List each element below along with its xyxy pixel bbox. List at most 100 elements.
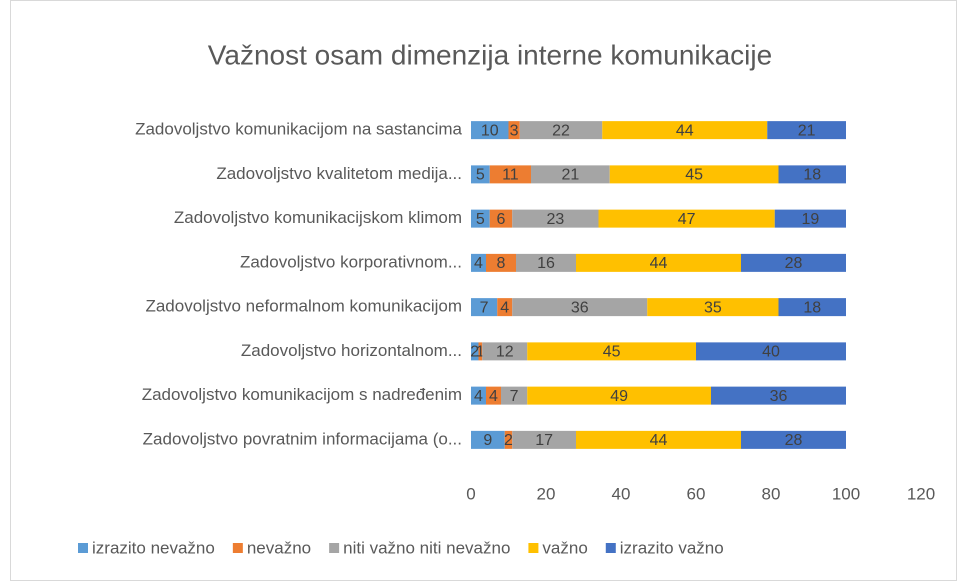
data-label: 4 (500, 299, 509, 316)
data-label: 28 (785, 432, 803, 449)
data-label: 8 (497, 255, 506, 272)
legend-label: nevažno (247, 538, 311, 557)
bar-segment (767, 121, 846, 140)
bar-segment (774, 209, 846, 228)
bar-segment (527, 386, 711, 405)
bar-segment (602, 121, 768, 140)
x-tick-label: 100 (832, 484, 860, 503)
bar-segment (696, 342, 846, 361)
x-tick-label: 40 (612, 484, 631, 503)
data-label: 36 (571, 299, 589, 316)
data-label: 1 (476, 344, 485, 361)
data-label: 40 (762, 344, 780, 361)
bar-segment (489, 209, 513, 228)
data-label: 9 (483, 432, 492, 449)
bar-segment (508, 121, 520, 140)
x-tick-label: 80 (762, 484, 781, 503)
data-label: 10 (481, 122, 499, 139)
bar-segment (478, 342, 483, 361)
x-tick-label: 20 (537, 484, 556, 503)
legend-marker (528, 543, 539, 553)
bar-segment (531, 165, 610, 184)
data-label: 19 (801, 211, 819, 228)
bar-segment (501, 386, 528, 405)
bar-segment (741, 253, 846, 272)
data-label: 7 (480, 299, 489, 316)
y-tick-label: Zadovoljstvo komunikacijskom klimom (174, 208, 462, 227)
y-tick-label: Zadovoljstvo korporativnom... (240, 252, 462, 271)
x-tick-label: 60 (687, 484, 706, 503)
bar-segment (486, 253, 516, 272)
legend-label: izrazito važno (620, 538, 724, 557)
legend-marker (78, 543, 88, 553)
legend-marker (329, 543, 340, 553)
data-label: 6 (497, 211, 506, 228)
data-label: 44 (650, 432, 668, 449)
data-label: 11 (502, 167, 519, 184)
data-label: 4 (474, 255, 483, 272)
bar-segment (471, 430, 505, 449)
data-label: 44 (650, 255, 668, 272)
bar-segment (486, 386, 501, 405)
chart-frame (10, 0, 957, 581)
bar-segment (519, 121, 603, 140)
bar-segment (512, 298, 648, 317)
bar-segment (516, 253, 576, 272)
bar-segment (647, 298, 779, 317)
data-label: 45 (685, 167, 703, 184)
x-tick-label: 120 (907, 484, 935, 503)
bar-segment (471, 253, 486, 272)
bar-segment (778, 165, 846, 184)
y-tick-label: Zadovoljstvo povratnim informacijama (o.… (143, 429, 462, 448)
bar-segment (471, 165, 490, 184)
y-tick-label: Zadovoljstvo horizontalnom... (241, 341, 462, 360)
y-tick-label: Zadovoljstvo komunikacijom s nadređenim (142, 385, 462, 404)
y-tick-label: Zadovoljstvo neformalnom komunikacijom (145, 297, 462, 316)
data-label: 47 (678, 211, 696, 228)
data-label: 12 (496, 344, 514, 361)
bar-segment (489, 165, 531, 184)
data-label: 3 (510, 122, 519, 139)
data-label: 23 (546, 211, 564, 228)
bar-segment (609, 165, 779, 184)
data-label: 44 (676, 122, 694, 139)
data-label: 17 (535, 432, 553, 449)
data-label: 5 (476, 211, 485, 228)
bar-segment (512, 209, 599, 228)
y-tick-label: Zadovoljstvo kvalitetom medija... (216, 164, 462, 183)
x-tick-label: 0 (466, 484, 475, 503)
data-label: 18 (803, 299, 821, 316)
data-label: 45 (603, 344, 621, 361)
legend-label: važno (542, 538, 587, 557)
data-label: 5 (476, 167, 485, 184)
legend-label: izrazito nevažno (92, 538, 215, 557)
bar-segment (471, 298, 498, 317)
bar-segment (741, 430, 846, 449)
legend-marker (232, 543, 243, 553)
data-label: 7 (510, 388, 519, 405)
data-label: 22 (552, 122, 570, 139)
bar-segment (778, 298, 846, 317)
bar-segment (497, 298, 513, 317)
bar-segment (504, 430, 513, 449)
data-label: 2 (470, 344, 479, 361)
data-label: 18 (803, 167, 821, 184)
legend-marker (605, 543, 616, 553)
bar-segment (482, 342, 528, 361)
bar-segment (512, 430, 576, 449)
bar-segment (576, 253, 741, 272)
data-label: 28 (785, 255, 803, 272)
data-label: 4 (489, 388, 498, 405)
data-label: 36 (770, 388, 788, 405)
bar-segment (527, 342, 696, 361)
data-label: 21 (798, 122, 816, 139)
bar-segment (576, 430, 741, 449)
data-label: 2 (504, 432, 513, 449)
data-label: 16 (537, 255, 555, 272)
bar-segment (598, 209, 775, 228)
data-label: 21 (561, 167, 579, 184)
bar-segment (471, 209, 490, 228)
bar-segment (711, 386, 846, 405)
data-label: 49 (610, 388, 628, 405)
